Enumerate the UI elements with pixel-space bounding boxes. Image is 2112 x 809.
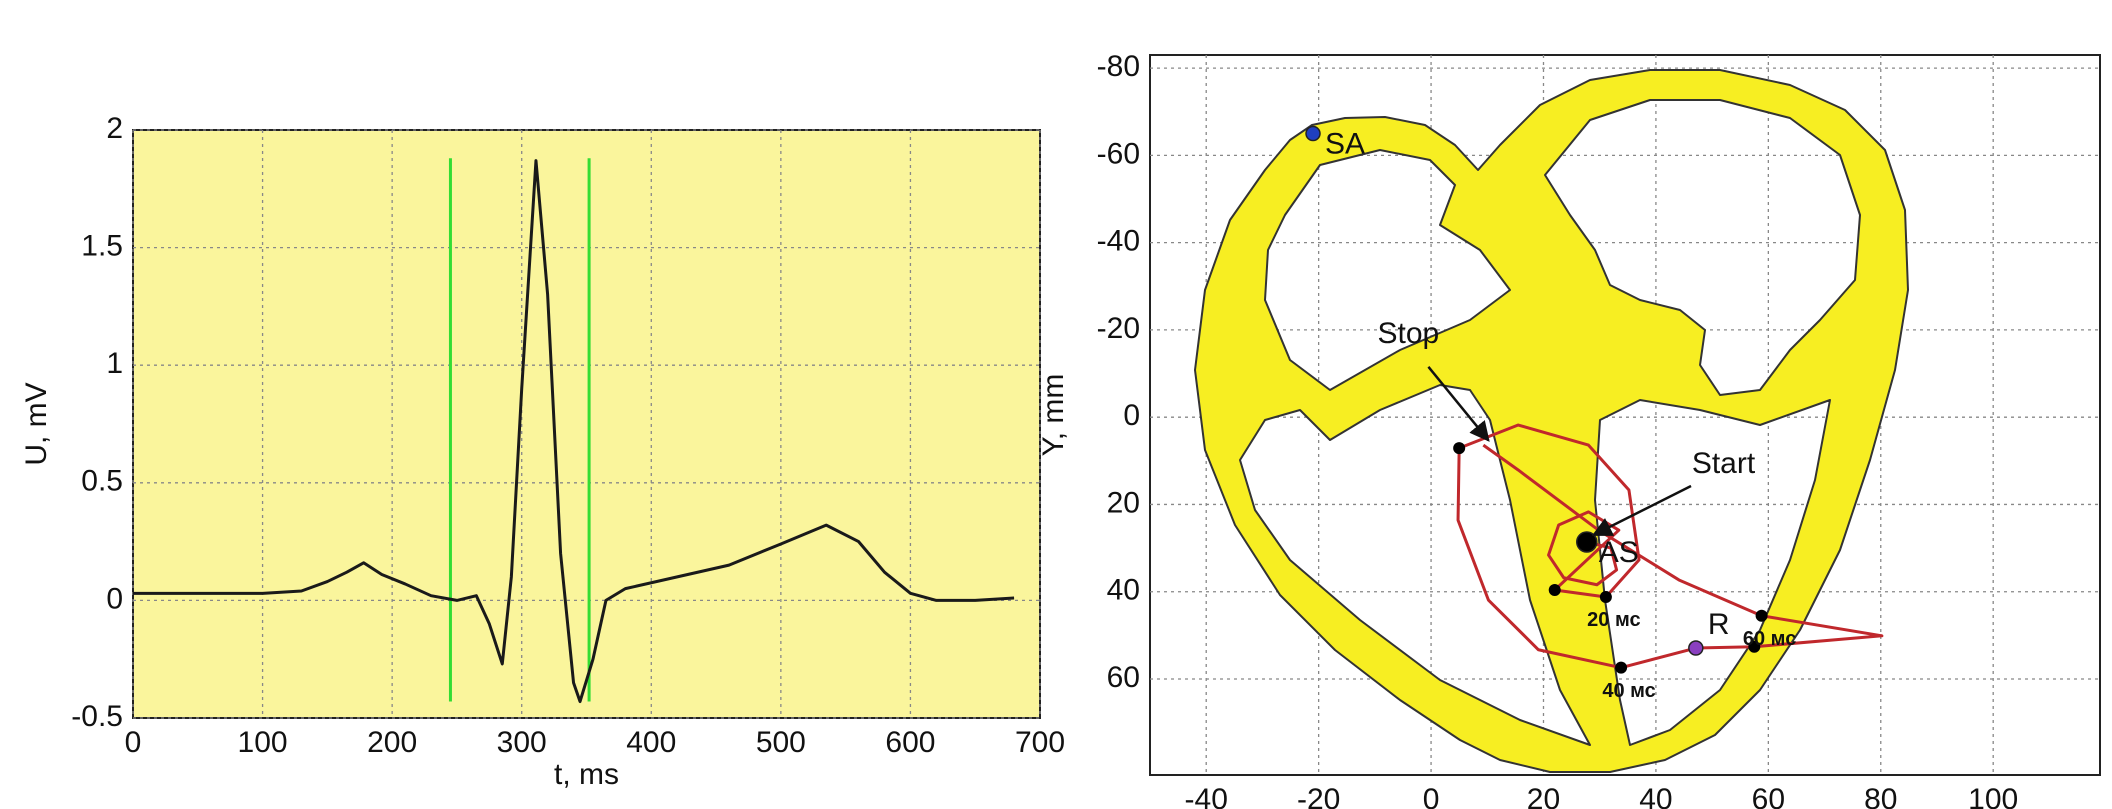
x-tick-label: 400	[626, 726, 676, 759]
point-label: SA	[1325, 127, 1365, 160]
page: 0100200300400500600700-0.500.511.52t, ms…	[0, 0, 2112, 809]
time-dot	[1600, 591, 1612, 603]
x-axis-label: t, ms	[554, 758, 619, 791]
annotation-text: Stop	[1378, 317, 1440, 350]
annotation-text: Start	[1692, 447, 1756, 480]
time-label: 40 мс	[1602, 680, 1655, 702]
x-tick-label: 500	[756, 726, 806, 759]
y-tick-label: -40	[1097, 225, 1140, 258]
x-tick-label: 80	[1864, 783, 1897, 809]
time-label: 20 мс	[1587, 609, 1640, 631]
point-label: R	[1708, 608, 1730, 641]
y-tick-label: 2	[106, 112, 123, 145]
x-tick-label: 200	[367, 726, 417, 759]
x-tick-label: 600	[885, 726, 935, 759]
time-dot	[1453, 442, 1465, 454]
y-tick-label: 1	[106, 347, 123, 380]
time-label: 60 мс	[1743, 628, 1796, 650]
y-tick-label: -0.5	[71, 700, 123, 733]
figure: 0100200300400500600700-0.500.511.52t, ms…	[0, 0, 2112, 809]
point-label: AS	[1599, 536, 1639, 569]
heart-chart: 20 мс 40 мс 60 мс SA AS R Stop Start -40 -20 0 20 4…	[1037, 50, 2100, 809]
time-dot	[1756, 610, 1768, 622]
y-axis-label: U, mV	[20, 382, 53, 465]
y-tick-label: 40	[1107, 574, 1140, 607]
x-tick-label: 700	[1015, 726, 1065, 759]
x-tick-label: -20	[1297, 783, 1340, 809]
y-tick-label: 0	[1123, 399, 1140, 432]
x-tick-label: 100	[1968, 783, 2018, 809]
y-tick-label: -20	[1097, 312, 1140, 345]
y-axis-label: Y, mm	[1037, 374, 1070, 457]
x-tick-label: 40	[1639, 783, 1672, 809]
time-dot	[1615, 662, 1627, 674]
plot-area	[133, 130, 1040, 718]
x-tick-label: 300	[497, 726, 547, 759]
point	[1306, 127, 1320, 141]
x-tick-label: 20	[1527, 783, 1560, 809]
x-tick-label: 0	[1423, 783, 1440, 809]
x-tick-label: 100	[238, 726, 288, 759]
y-tick-label: 20	[1107, 486, 1140, 519]
x-tick-label: -40	[1185, 783, 1228, 809]
time-dot	[1549, 584, 1561, 596]
y-tick-label: 1.5	[81, 230, 123, 263]
y-tick-label: -80	[1097, 50, 1140, 83]
y-tick-label: 60	[1107, 661, 1140, 694]
x-tick-label: 60	[1752, 783, 1785, 809]
point	[1689, 641, 1703, 655]
x-tick-label: 0	[125, 726, 142, 759]
y-tick-label: -60	[1097, 137, 1140, 170]
y-tick-label: 0.5	[81, 465, 123, 498]
y-tick-label: 0	[106, 582, 123, 615]
